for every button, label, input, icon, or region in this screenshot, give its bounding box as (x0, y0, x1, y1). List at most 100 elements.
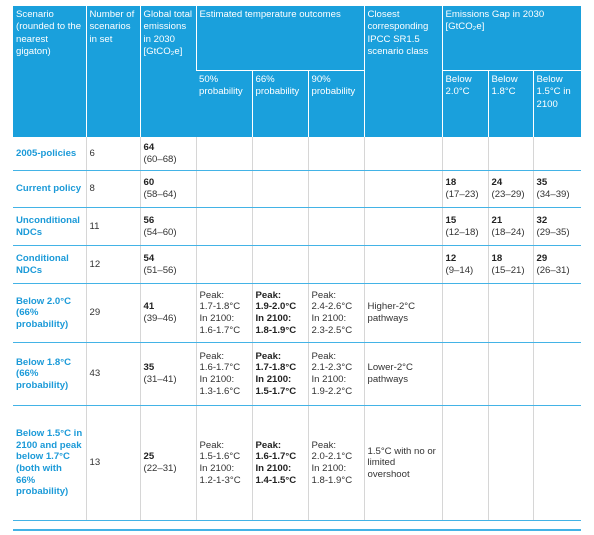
temperature-t90-cell (307, 170, 364, 208)
temperature-value: 1.9-2.2°C (311, 385, 353, 397)
emissions-value: 54 (143, 252, 155, 264)
temperature-value: 1.6-1.7°C (199, 324, 241, 336)
global-emissions-cell: 35 (31–41) (139, 342, 196, 406)
emissions-gap-g15-cell (532, 405, 582, 521)
temperature-label: In 2100: (311, 374, 347, 385)
emissions-gap-g18-cell (487, 405, 533, 521)
emissions-gap-g15-cell (532, 342, 582, 406)
temperature-label: Peak: (255, 350, 282, 362)
gap-range: (34–39) (536, 189, 570, 200)
global-emissions-cell: 60 (58–64) (139, 170, 196, 208)
scenario-count-cell: 43 (85, 342, 140, 406)
scenario-count-cell: 13 (85, 405, 140, 521)
table-row: Current policy 8 60 (58–64) 18 (17–23) 24 (23–2… (13, 170, 582, 208)
scenario-cell: Unconditional NDCs (13, 207, 86, 246)
temperature-value: 1.3-1.6°C (199, 385, 241, 397)
temperature-t90-cell (307, 137, 364, 171)
closest-ipcc-class-cell: Lower-2°C pathways (363, 342, 442, 406)
header-90-probability: 90% probability (307, 70, 364, 137)
gap-range: (17–23) (445, 189, 479, 200)
table-row: Below 1.5°C in 2100 and peak below 1.7°C… (13, 405, 582, 521)
emissions-gap-g18-cell: 18 (15–21) (487, 245, 533, 284)
temperature-label: Peak: (311, 289, 337, 301)
temperature-value: 2.3-2.5°C (311, 324, 353, 336)
emissions-gap-g18-cell: 21 (18–24) (487, 207, 533, 246)
gap-value: 29 (536, 252, 548, 264)
global-emissions-cell: 25 (22–31) (139, 405, 196, 521)
temperature-label: In 2100: (311, 463, 347, 474)
emissions-gap-g15-cell: 35 (34–39) (532, 170, 582, 208)
temperature-label: In 2100: (199, 313, 235, 324)
gap-value: 32 (536, 214, 548, 226)
gap-range: (18–24) (491, 226, 525, 238)
gap-value: 15 (445, 214, 457, 226)
temperature-t66-cell (251, 137, 308, 171)
global-emissions-cell: 41 (39–46) (139, 283, 196, 343)
temperature-t66-cell: Peak: 1.6-1.7°C In 2100: 1.4-1.5°C (251, 405, 308, 521)
temperature-value: 1.7-1.8°C (255, 362, 297, 374)
bottom-rule (13, 529, 581, 531)
header-gap-below-1-5: Below 1.5°C in 2100 (532, 70, 582, 137)
emissions-range: (22–31) (143, 463, 177, 474)
emissions-value: 25 (143, 451, 155, 463)
header-gap-below-1-8: Below 1.8°C (487, 70, 533, 137)
header-gap-below-2-0: Below 2.0°C (441, 70, 488, 137)
temperature-value: 1.5-1.7°C (255, 385, 297, 397)
emissions-gap-g15-cell (532, 283, 582, 343)
header-closest-ipcc-class: Closest corresponding IPCC SR1.5 scenari… (363, 6, 442, 137)
emissions-range: (58–64) (143, 189, 177, 200)
scenario-cell: Below 1.8°C (66% probability) (13, 342, 86, 406)
emissions-value: 64 (143, 141, 155, 153)
gap-value: 35 (536, 177, 548, 189)
temperature-label: In 2100: (199, 463, 235, 474)
table-row: Below 2.0°C (66% probability) 29 41 (39–46)… (13, 283, 582, 343)
emissions-gap-g18-cell (487, 283, 533, 343)
header-global-emissions: Global total emissions in 2030 [GtCO₂e] (139, 6, 196, 137)
temperature-t50-cell (195, 207, 252, 246)
global-emissions-cell: 54 (51–56) (139, 245, 196, 284)
scenario-cell: Conditional NDCs (13, 245, 86, 284)
emissions-gap-g15-cell: 32 (29–35) (532, 207, 582, 246)
temperature-value: 1.6-1.7°C (199, 362, 241, 374)
emissions-gap-g20-cell (441, 405, 488, 521)
temperature-t66-cell (251, 170, 308, 208)
closest-ipcc-class-cell (363, 137, 442, 171)
gap-range: (9–14) (445, 264, 474, 276)
gap-range: (26–31) (536, 264, 570, 276)
emissions-range: (51–56) (143, 264, 177, 276)
header-number-of-scenarios: Number of scenarios in set (85, 6, 140, 137)
temperature-value: 1.8-1.9°C (255, 324, 297, 336)
gap-value: 12 (445, 252, 457, 264)
temperature-t50-cell (195, 170, 252, 208)
table-row: Below 1.8°C (66% probability) 43 35 (31–41)… (13, 342, 582, 406)
emissions-value: 56 (143, 214, 155, 226)
emissions-gap-g20-cell (441, 342, 488, 406)
table-row: Conditional NDCs 12 54 (51–56) 12 (9–14) 18 (15… (13, 245, 582, 284)
temperature-label: Peak: (199, 289, 225, 301)
temperature-label: Peak: (255, 289, 282, 301)
temperature-t90-cell: Peak: 2.1-2.3°C In 2100: 1.9-2.2°C (307, 342, 364, 406)
scenario-count-cell: 11 (85, 207, 140, 246)
closest-ipcc-class-cell: Higher-2°C pathways (363, 283, 442, 343)
temperature-label: In 2100: (255, 463, 292, 474)
emissions-value: 41 (143, 301, 155, 313)
scenario-cell: 2005-policies (13, 137, 86, 171)
header-estimated-temperature: Estimated temperature outcomes (195, 6, 364, 71)
closest-ipcc-class-cell (363, 170, 442, 208)
global-emissions-cell: 64 (60–68) (139, 137, 196, 171)
temperature-t50-cell: Peak: 1.6-1.7°C In 2100: 1.3-1.6°C (195, 342, 252, 406)
emissions-gap-g20-cell (441, 137, 488, 171)
temperature-t66-cell (251, 207, 308, 246)
temperature-label: Peak: (311, 439, 337, 451)
emissions-value: 35 (143, 362, 155, 374)
temperature-label: In 2100: (199, 374, 235, 385)
table-header: Scenario (rounded to the nearest gigaton… (13, 6, 582, 137)
temperature-value: 1.8-1.9°C (311, 474, 353, 486)
emissions-range: (31–41) (143, 374, 177, 385)
gap-range: (15–21) (491, 264, 525, 276)
emissions-gap-g15-cell: 29 (26–31) (532, 245, 582, 284)
header-emissions-gap: Emissions Gap in 2030 [GtCO₂e] (441, 6, 582, 71)
temperature-label: Peak: (311, 350, 337, 362)
gap-value: 21 (491, 214, 503, 226)
emissions-value: 60 (143, 177, 155, 189)
